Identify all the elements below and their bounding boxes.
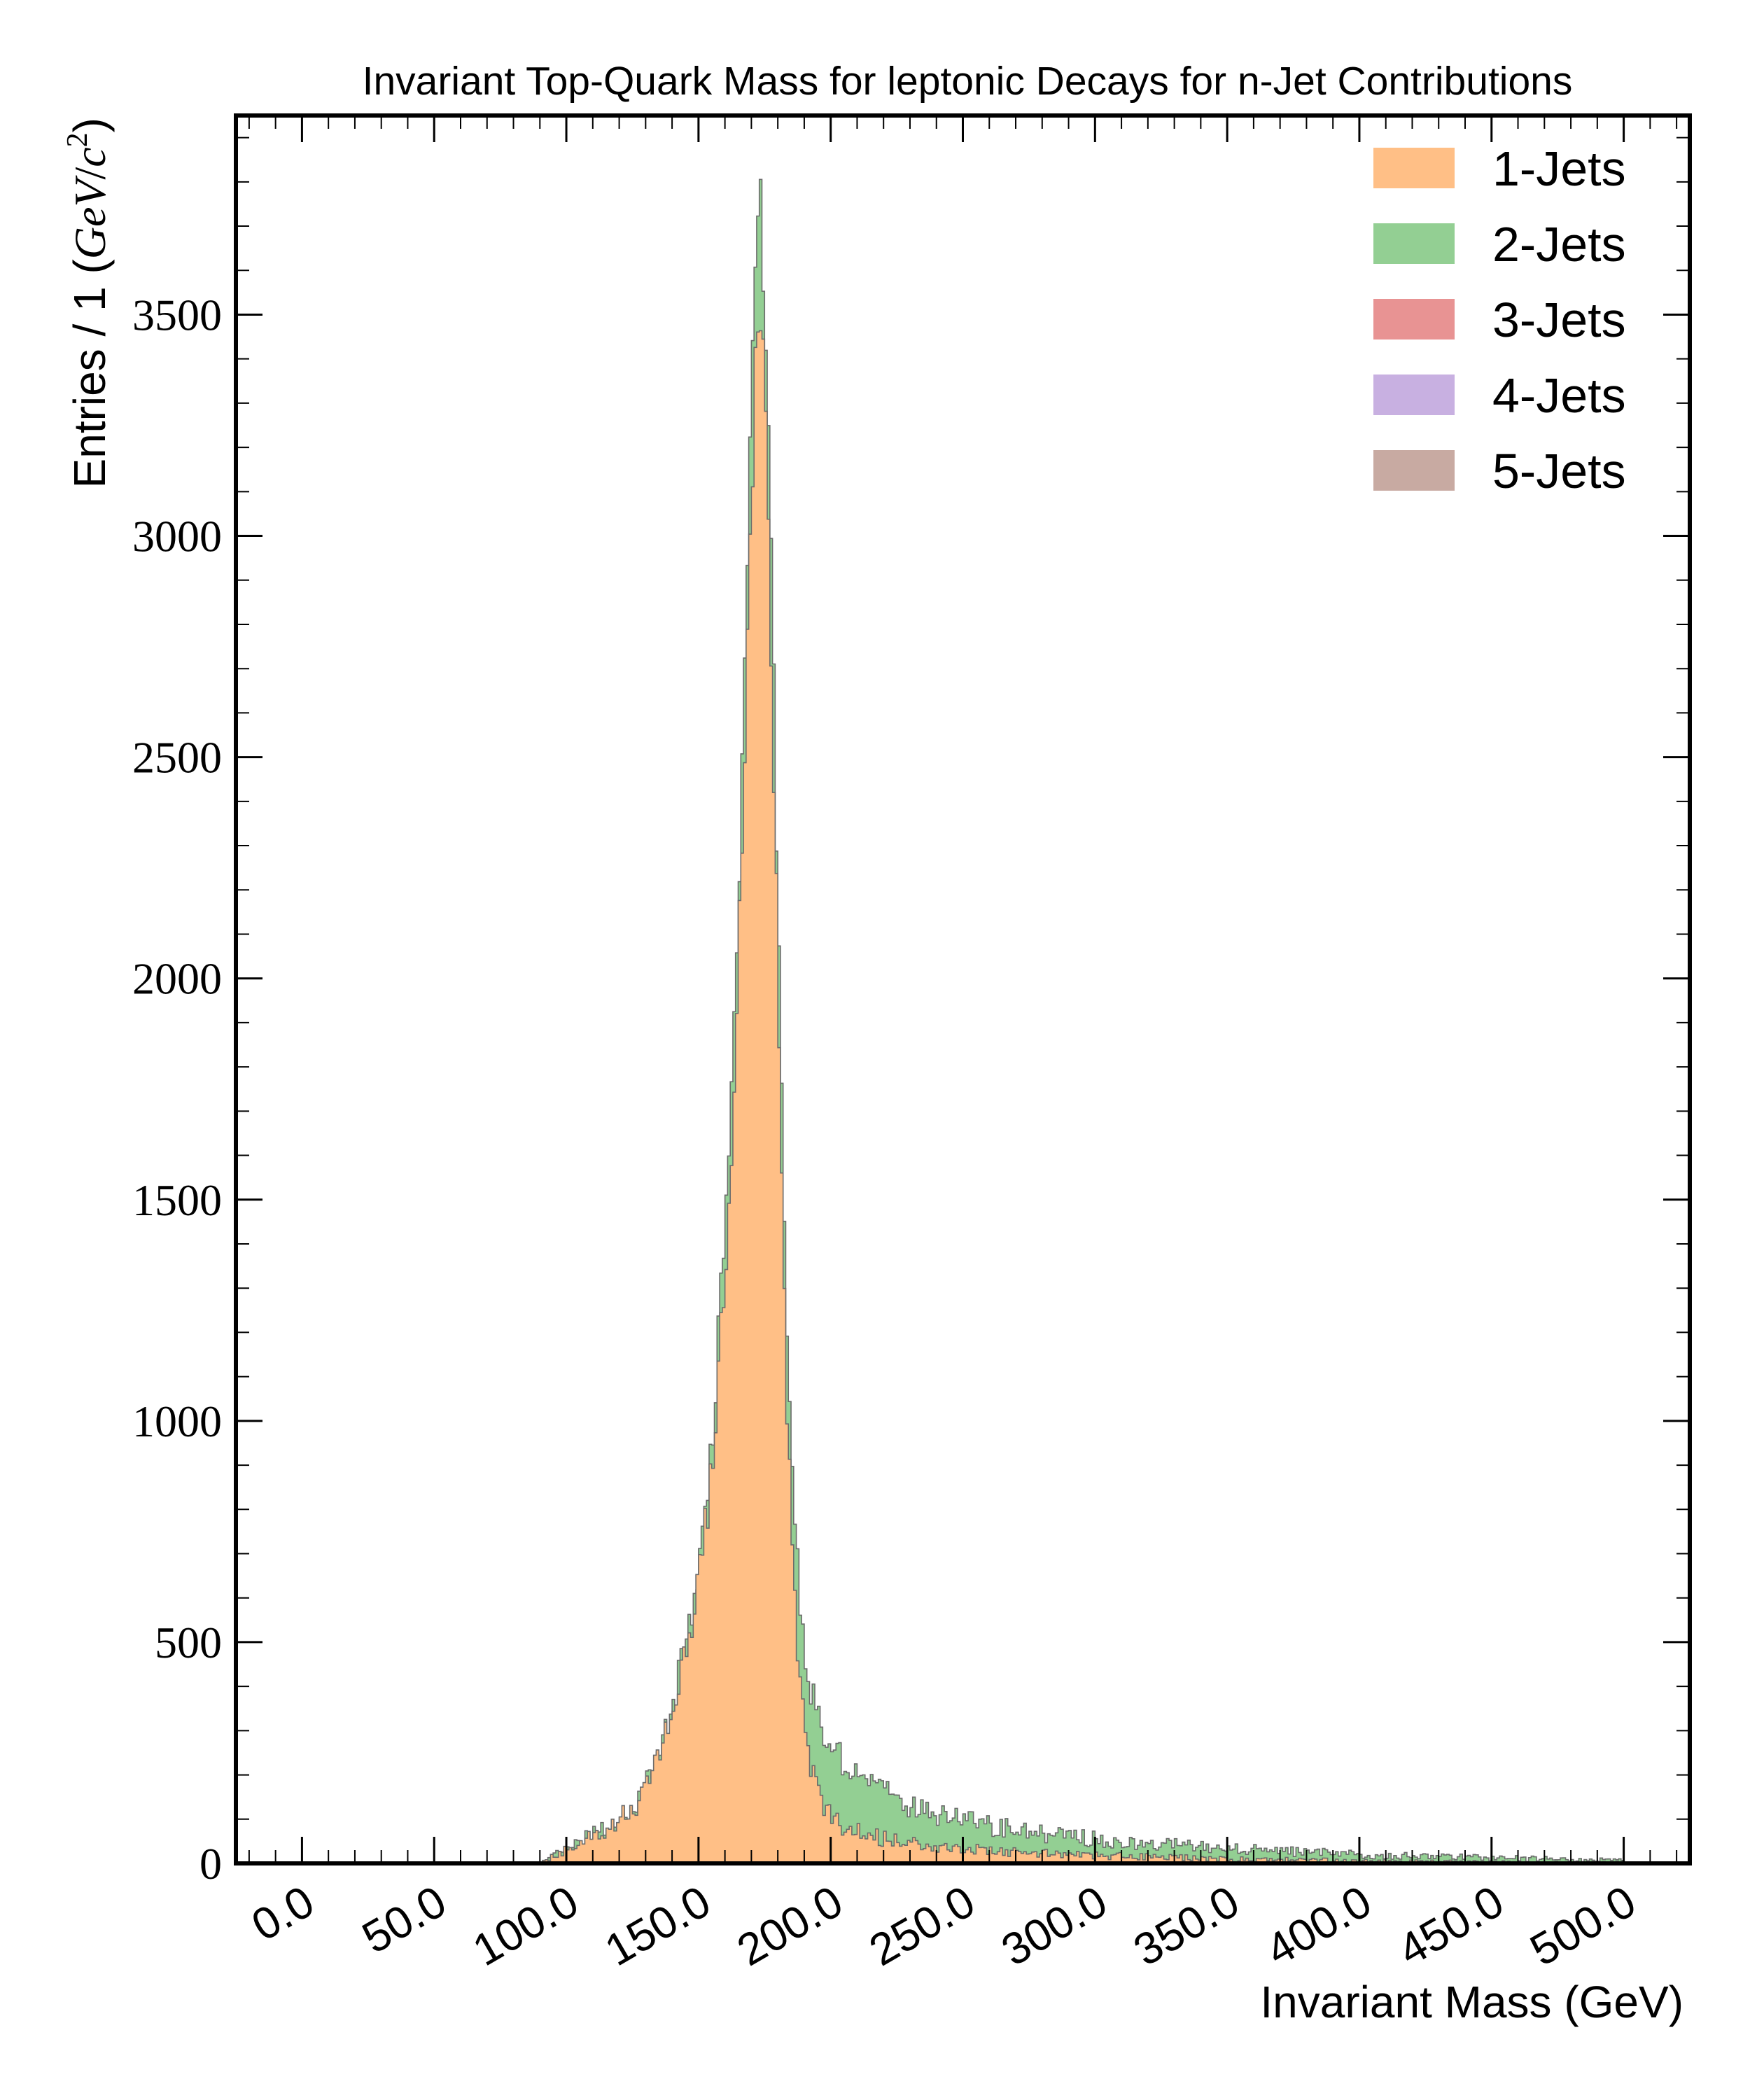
legend-swatch-3-jets xyxy=(1373,299,1455,340)
legend-label-1-jets: 1-Jets xyxy=(1492,141,1626,196)
y-tick-label: 1000 xyxy=(132,1396,222,1446)
legend-swatch-2-jets xyxy=(1373,223,1455,264)
y-axis-label-unit-c: c xyxy=(65,147,115,167)
y-axis-label-suffix: ) xyxy=(64,118,115,132)
legend-swatch-4-jets xyxy=(1373,374,1455,415)
legend-label-4-jets: 4-Jets xyxy=(1492,368,1626,423)
legend-label-2-jets: 2-Jets xyxy=(1492,217,1626,272)
y-tick-labels: 0 500 1000 1500 2000 2500 3000 3500 xyxy=(132,290,222,1889)
chart-title: Invariant Top-Quark Mass for leptonic De… xyxy=(363,59,1573,104)
x-axis-label: Invariant Mass (GeV) xyxy=(1260,1977,1684,2027)
y-axis-label-slash: / xyxy=(65,167,115,180)
legend-swatch-1-jets xyxy=(1373,148,1455,188)
y-tick-label: 1500 xyxy=(132,1175,222,1225)
y-axis-label-prefix: Entries / 1 ( xyxy=(64,259,115,488)
y-tick-label: 2500 xyxy=(132,733,222,783)
legend-label-3-jets: 3-Jets xyxy=(1492,293,1626,347)
y-tick-label: 3500 xyxy=(132,290,222,340)
legend: 1-Jets 2-Jets 3-Jets 4-Jets 5-Jets xyxy=(1373,141,1626,498)
legend-swatch-5-jets xyxy=(1373,450,1455,491)
legend-label-5-jets: 5-Jets xyxy=(1492,444,1626,498)
y-tick-label: 500 xyxy=(155,1618,222,1667)
y-axis-label: Entries / 1 (GeV/c2) xyxy=(62,118,115,488)
y-tick-label: 2000 xyxy=(132,954,222,1004)
y-tick-label: 3000 xyxy=(132,512,222,561)
y-axis-label-exponent: 2 xyxy=(62,132,94,147)
plot-frame xyxy=(234,113,1692,1865)
y-tick-label: 0 xyxy=(200,1839,222,1889)
y-axis-label-unit-gev: GeV xyxy=(65,175,115,260)
series-1-jets-bars xyxy=(540,330,1625,1864)
